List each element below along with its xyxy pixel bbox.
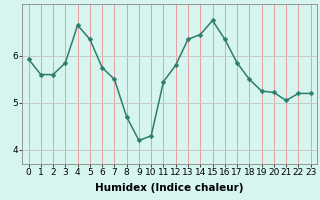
X-axis label: Humidex (Indice chaleur): Humidex (Indice chaleur) <box>95 183 244 193</box>
